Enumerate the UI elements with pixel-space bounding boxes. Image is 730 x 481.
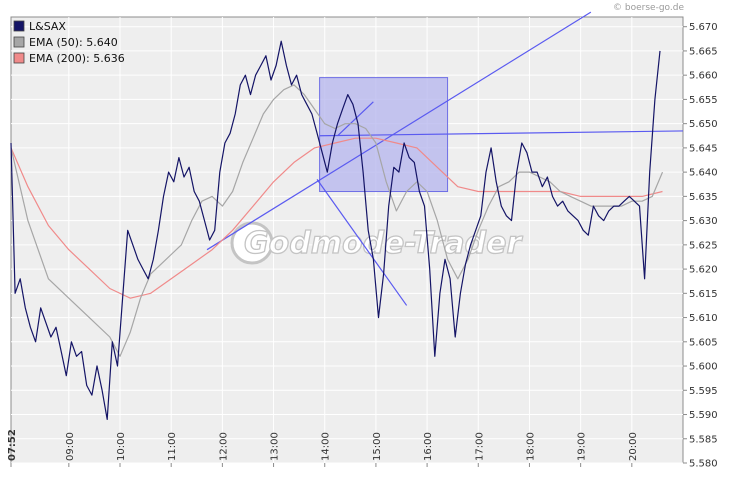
x-tick-label: 13:00 (270, 432, 281, 461)
trendline (206, 11, 592, 251)
x-tick-label: 19:00 (577, 432, 588, 461)
x-tick-label: 10:00 (116, 432, 127, 461)
watermark-text: Godmode-Trader (244, 226, 523, 261)
y-tick-label: 5.595 (689, 386, 718, 397)
y-tick-label: 5.650 (689, 119, 718, 130)
y-tick-label: 5.670 (689, 22, 718, 33)
legend-label: L&SAX (29, 20, 66, 33)
y-tick-label: 5.640 (689, 168, 718, 179)
x-tick-label: 11:00 (167, 432, 178, 461)
source-label: © boerse-go.de (613, 3, 684, 13)
x-tick-label: 15:00 (372, 432, 383, 461)
x-tick-label: 17:00 (474, 432, 485, 461)
x-axis: 07:52 09:00 10:00 11:00 12:00 13:00 14:00 15:00… (7, 429, 639, 467)
y-axis: 5.580 5.585 5.590 5.595 5.600 5.605 5.610 5.615… (683, 22, 718, 470)
series-line-ema200 (10, 137, 663, 299)
legend-label: EMA (200): 5.636 (29, 52, 125, 65)
legend-swatch (13, 52, 25, 64)
series-line-lsax (10, 40, 661, 420)
x-tick-label: 20:00 (628, 432, 639, 461)
x-tick-label: 18:00 (525, 432, 536, 461)
x-tick-label: 14:00 (321, 432, 332, 461)
x-tick-label: 07:52 (7, 429, 18, 461)
trendline (337, 101, 374, 137)
legend-swatch (13, 36, 25, 48)
y-tick-label: 5.655 (689, 95, 718, 106)
grid-lines (11, 17, 683, 464)
legend-swatch (13, 20, 25, 32)
y-tick-label: 5.635 (689, 192, 718, 203)
x-tick-label: 16:00 (423, 432, 434, 461)
y-tick-label: 5.645 (689, 143, 718, 154)
y-tick-label: 5.665 (689, 46, 718, 57)
legend: L&SAX EMA (50): 5.640 EMA (200): 5.636 (13, 20, 125, 65)
series-lines (10, 40, 664, 420)
watermark: Godmode-Trader (230, 221, 524, 265)
trendline (319, 130, 684, 137)
y-tick-label: 5.625 (689, 240, 718, 251)
trendline (316, 179, 408, 306)
y-tick-label: 5.660 (689, 71, 718, 82)
y-tick-label: 5.630 (689, 216, 718, 227)
y-tick-label: 5.610 (689, 313, 718, 324)
y-tick-label: 5.590 (689, 410, 718, 421)
y-tick-label: 5.605 (689, 337, 718, 348)
x-tick-label: 09:00 (65, 432, 76, 461)
y-tick-label: 5.620 (689, 265, 718, 276)
y-tick-label: 5.580 (689, 459, 718, 470)
legend-label: EMA (50): 5.640 (29, 36, 118, 49)
y-tick-label: 5.585 (689, 434, 718, 445)
x-tick-label: 12:00 (218, 432, 229, 461)
y-tick-label: 5.615 (689, 289, 718, 300)
series-line-ema50 (10, 84, 664, 357)
y-tick-label: 5.600 (689, 362, 718, 373)
watermark-logo-icon (230, 221, 274, 265)
